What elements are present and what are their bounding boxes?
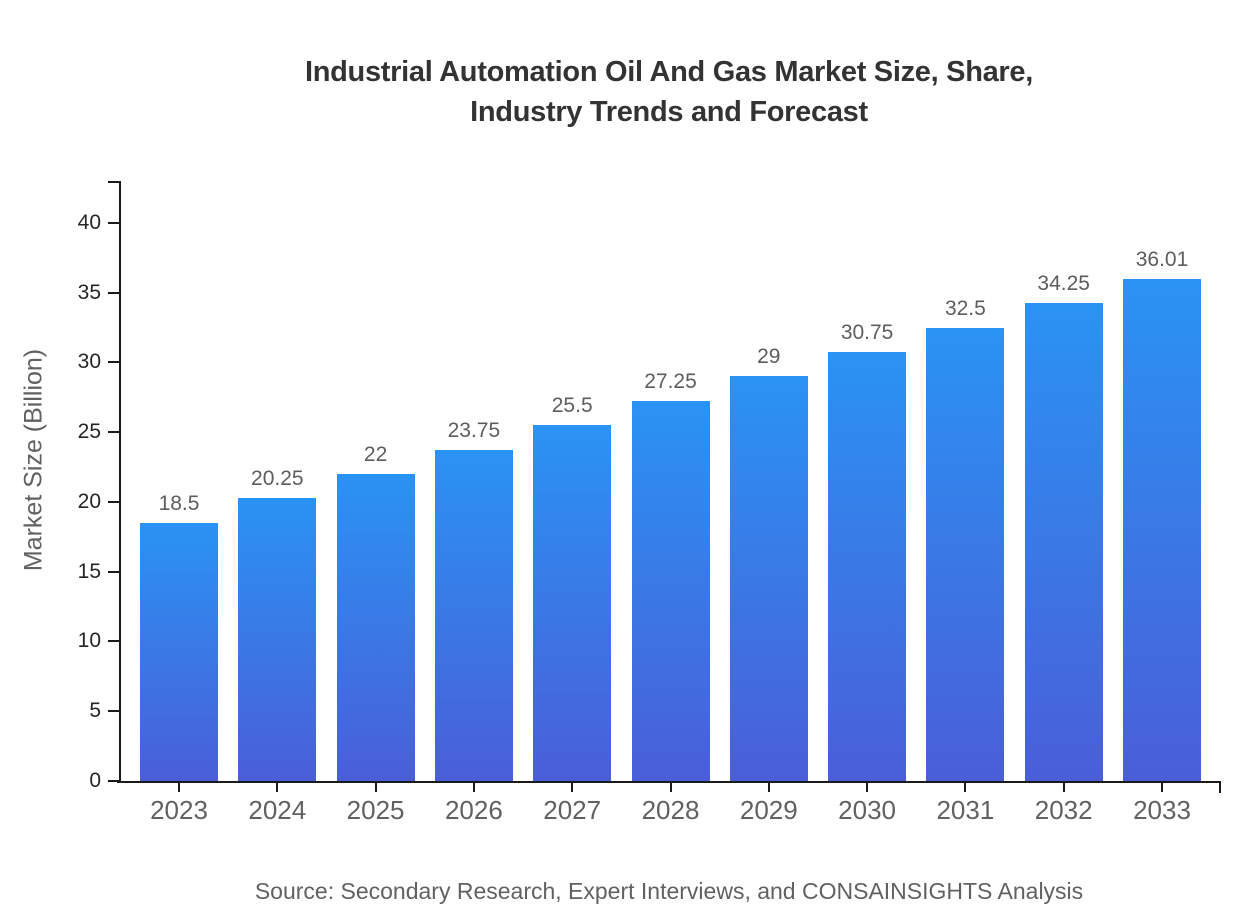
bar-value-label: 32.5 xyxy=(944,296,986,320)
x-axis-end-tick xyxy=(1219,783,1221,793)
bar xyxy=(336,474,415,781)
chart-title: Industrial Automation Oil And Gas Market… xyxy=(0,52,1260,132)
y-tick xyxy=(108,710,119,713)
x-tick xyxy=(472,783,475,792)
bar xyxy=(1024,303,1103,781)
bar-value-label: 25.5 xyxy=(551,394,593,418)
x-tick xyxy=(669,783,672,792)
y-tick xyxy=(108,291,119,294)
y-tick-label: 20 xyxy=(77,489,101,513)
y-tick-label: 5 xyxy=(89,699,101,723)
bar-value-label: 27.25 xyxy=(644,369,697,393)
x-tick xyxy=(964,783,967,792)
bar xyxy=(434,449,513,781)
bar-value-label: 30.75 xyxy=(840,320,894,344)
chart-title-line2: Industry Trends and Forecast xyxy=(470,96,868,128)
x-tick-label: 2027 xyxy=(543,795,602,825)
x-tick xyxy=(374,783,377,792)
y-tick xyxy=(108,570,119,573)
x-tick-label: 2025 xyxy=(346,795,405,825)
bar xyxy=(533,425,612,781)
bar xyxy=(1123,278,1201,781)
x-tick-label: 2032 xyxy=(1034,795,1093,825)
x-tick-label: 2023 xyxy=(150,795,208,825)
source-caption: Source: Secondary Research, Expert Inter… xyxy=(254,878,1084,904)
y-tick xyxy=(108,780,119,782)
y-tick xyxy=(108,500,119,503)
bar xyxy=(140,522,218,781)
x-tick-label: 2033 xyxy=(1133,795,1191,825)
bar-value-label: 29 xyxy=(757,345,781,369)
y-tick-label: 15 xyxy=(77,559,101,583)
bar-value-label: 18.5 xyxy=(158,491,200,515)
x-tick-label: 2028 xyxy=(641,795,700,825)
x-tick xyxy=(1161,783,1163,792)
bar xyxy=(631,400,710,781)
chart-title-line1: Industrial Automation Oil And Gas Market… xyxy=(304,56,1034,88)
y-tick xyxy=(108,640,119,643)
y-tick-label: 35 xyxy=(77,280,101,304)
x-tick xyxy=(276,783,279,792)
bar-value-label: 23.75 xyxy=(447,418,501,442)
x-tick-label: 2024 xyxy=(248,795,307,825)
y-tick-label: 25 xyxy=(77,420,101,444)
x-tick-label: 2029 xyxy=(739,795,798,825)
bar-value-label: 36.01 xyxy=(1135,247,1189,271)
bar xyxy=(828,351,907,781)
bar xyxy=(729,376,808,781)
bar xyxy=(926,327,1005,781)
y-axis-end-tick xyxy=(108,181,119,183)
plot-area: 0 5 10 15 20 25 30 35 40 18.5 2023 20.25 2024 22 2025 2… xyxy=(78,181,1221,825)
bar-value-label: 34.25 xyxy=(1037,272,1090,296)
x-tick-label: 2026 xyxy=(444,795,503,825)
x-tick xyxy=(1062,783,1065,792)
x-tick xyxy=(866,783,869,792)
y-tick xyxy=(108,221,119,224)
y-tick-label: 30 xyxy=(77,350,101,374)
y-tick-label: 10 xyxy=(77,629,101,653)
bar-value-label: 22 xyxy=(363,443,388,467)
x-tick xyxy=(767,783,770,792)
x-tick xyxy=(571,783,574,792)
y-tick xyxy=(108,361,119,364)
y-axis-title: Market Size (Billion) xyxy=(19,348,48,572)
y-tick xyxy=(108,431,119,434)
x-axis-line xyxy=(117,781,1221,783)
bar xyxy=(238,498,317,781)
x-tick-label: 2031 xyxy=(936,795,995,825)
x-tick xyxy=(178,783,180,792)
y-tick-label: 0 xyxy=(89,769,101,792)
bar-value-label: 20.25 xyxy=(251,467,304,491)
x-tick-label: 2030 xyxy=(838,795,897,825)
y-tick-label: 40 xyxy=(77,210,101,234)
y-axis-line xyxy=(119,181,121,783)
